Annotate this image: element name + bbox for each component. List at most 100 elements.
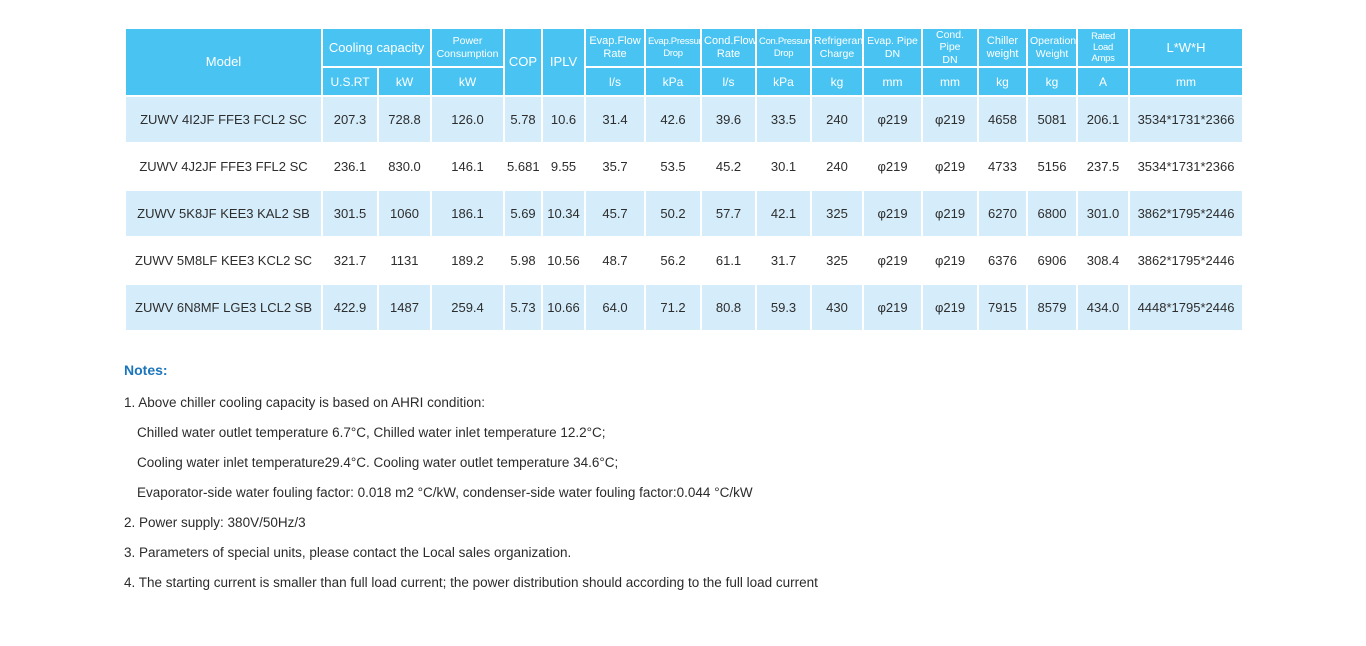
cell-evap-pressure: 53.5 — [644, 142, 703, 192]
cell-refrigerant: 430 — [810, 283, 865, 333]
table-row: ZUWV 4J2JF FFE3 FFL2 SC 236.1 830.0 146.… — [124, 142, 1245, 192]
cell-evap-pipe: φ219 — [862, 283, 924, 333]
cell-operation-weight: 5156 — [1026, 142, 1079, 192]
notes-lines: 1. Above chiller cooling capacity is bas… — [124, 390, 1274, 600]
unit-refrigerant: kg — [810, 66, 865, 98]
cell-evap-pressure: 56.2 — [644, 236, 703, 286]
col-header-evap-pipe-dn: Evap. Pipe DN — [862, 26, 924, 69]
cell-power-kw: 259.4 — [430, 283, 506, 333]
cell-evap-flow: 48.7 — [584, 236, 647, 286]
cell-iplv: 10.34 — [541, 189, 587, 239]
cell-cooling-kw: 1060 — [376, 189, 433, 239]
cell-chiller-weight: 4733 — [977, 142, 1029, 192]
col-header-power-consumption: Power Consumption — [430, 26, 506, 69]
note-line: Chilled water outlet temperature 6.7°C, … — [137, 425, 606, 440]
note-line: 2. Power supply: 380V/50Hz/3 — [124, 515, 306, 530]
cell-refrigerant: 325 — [810, 189, 865, 239]
cell-rated-amps: 206.1 — [1076, 95, 1131, 145]
cell-refrigerant: 240 — [810, 95, 865, 145]
cell-cop: 5.73 — [503, 283, 544, 333]
cell-cond-pipe: φ219 — [921, 283, 980, 333]
cell-con-pressure: 30.1 — [755, 142, 813, 192]
cell-evap-pipe: φ219 — [862, 189, 924, 239]
cell-evap-flow: 35.7 — [584, 142, 647, 192]
col-header-cond-flow-rate: Cond.Flow Rate — [700, 26, 758, 69]
cell-evap-pipe: φ219 — [862, 95, 924, 145]
cell-operation-weight: 6906 — [1026, 236, 1079, 286]
model-cell: ZUWV 4J2JF FFE3 FFL2 SC — [124, 142, 323, 192]
cell-cond-pipe: φ219 — [921, 142, 980, 192]
cell-con-pressure: 31.7 — [755, 236, 813, 286]
cell-cond-flow: 80.8 — [700, 283, 758, 333]
col-header-cooling-capacity: Cooling capacity — [320, 26, 433, 69]
col-header-lwh: L*W*H — [1128, 26, 1245, 69]
cell-con-pressure: 33.5 — [755, 95, 813, 145]
unit-operation-weight: kg — [1026, 66, 1079, 98]
cell-rated-amps: 308.4 — [1076, 236, 1131, 286]
cell-lwh: 3534*1731*2366 — [1128, 95, 1245, 145]
cell-cop: 5.69 — [503, 189, 544, 239]
cell-evap-flow: 45.7 — [584, 189, 647, 239]
cell-iplv: 10.56 — [541, 236, 587, 286]
note-line: 3. Parameters of special units, please c… — [124, 545, 572, 560]
cell-rated-amps: 434.0 — [1076, 283, 1131, 333]
unit-usrt: U.S.RT — [321, 66, 379, 98]
cell-cond-flow: 57.7 — [700, 189, 758, 239]
cell-lwh: 3534*1731*2366 — [1128, 142, 1245, 192]
cell-power-kw: 186.1 — [430, 189, 506, 239]
unit-cond-flow: l/s — [700, 66, 758, 98]
cell-refrigerant: 240 — [810, 142, 865, 192]
cell-operation-weight: 8579 — [1026, 283, 1079, 333]
note-line: 4. The starting current is smaller than … — [124, 575, 818, 590]
cell-iplv: 9.55 — [541, 142, 587, 192]
cell-cooling-kw: 728.8 — [376, 95, 433, 145]
cell-cooling-kw: 830.0 — [376, 142, 433, 192]
col-header-iplv: IPLV — [541, 26, 587, 98]
cell-evap-pipe: φ219 — [862, 142, 924, 192]
cell-power-kw: 146.1 — [430, 142, 506, 192]
note-line: Evaporator-side water fouling factor: 0.… — [137, 485, 753, 500]
cell-evap-pressure: 42.6 — [644, 95, 703, 145]
cell-cooling-kw: 1131 — [376, 236, 433, 286]
spec-table-body: ZUWV 4I2JF FFE3 FCL2 SC 207.3 728.8 126.… — [124, 95, 1245, 333]
cell-power-kw: 189.2 — [430, 236, 506, 286]
note-line: 1. Above chiller cooling capacity is bas… — [124, 395, 485, 410]
unit-evap-flow: l/s — [584, 66, 647, 98]
table-row: ZUWV 5K8JF KEE3 KAL2 SB 301.5 1060 186.1… — [124, 189, 1245, 239]
spec-table: Model Cooling capacity Power Consumption… — [124, 26, 1245, 333]
col-header-cond-pipe-dn: Cond. Pipe DN — [921, 26, 980, 69]
model-cell: ZUWV 6N8MF LGE3 LCL2 SB — [124, 283, 323, 333]
cell-evap-pressure: 50.2 — [644, 189, 703, 239]
cell-lwh: 4448*1795*2446 — [1128, 283, 1245, 333]
cell-cooling-usrt: 422.9 — [321, 283, 379, 333]
cell-iplv: 10.66 — [541, 283, 587, 333]
unit-evap-pipe: mm — [862, 66, 924, 98]
cell-evap-flow: 64.0 — [584, 283, 647, 333]
unit-rated-amps: A — [1076, 66, 1131, 98]
cell-cond-flow: 39.6 — [700, 95, 758, 145]
col-header-evap-flow-rate: Evap.Flow Rate — [584, 26, 647, 69]
cell-rated-amps: 301.0 — [1076, 189, 1131, 239]
model-cell: ZUWV 4I2JF FFE3 FCL2 SC — [124, 95, 323, 145]
unit-con-pressure: kPa — [755, 66, 813, 98]
cell-con-pressure: 42.1 — [755, 189, 813, 239]
unit-cooling-kw: kW — [376, 66, 433, 98]
cell-evap-pressure: 71.2 — [644, 283, 703, 333]
unit-cond-pipe: mm — [921, 66, 980, 98]
cell-power-kw: 126.0 — [430, 95, 506, 145]
cell-operation-weight: 6800 — [1026, 189, 1079, 239]
unit-power-kw: kW — [430, 66, 506, 98]
table-row: ZUWV 6N8MF LGE3 LCL2 SB 422.9 1487 259.4… — [124, 283, 1245, 333]
cell-cond-pipe: φ219 — [921, 189, 980, 239]
cell-cooling-usrt: 301.5 — [321, 189, 379, 239]
cell-cooling-usrt: 236.1 — [321, 142, 379, 192]
cell-cond-pipe: φ219 — [921, 236, 980, 286]
cell-refrigerant: 325 — [810, 236, 865, 286]
cell-evap-pipe: φ219 — [862, 236, 924, 286]
col-header-evap-pressure-drop: Evap.Pressure Drop — [644, 26, 703, 69]
col-header-operation-weight: Operation Weight — [1026, 26, 1079, 69]
cell-cond-flow: 45.2 — [700, 142, 758, 192]
col-header-rated-load-amps: Rated Load Amps — [1076, 26, 1131, 69]
unit-evap-pressure: kPa — [644, 66, 703, 98]
spec-table-header: Model Cooling capacity Power Consumption… — [124, 26, 1245, 98]
